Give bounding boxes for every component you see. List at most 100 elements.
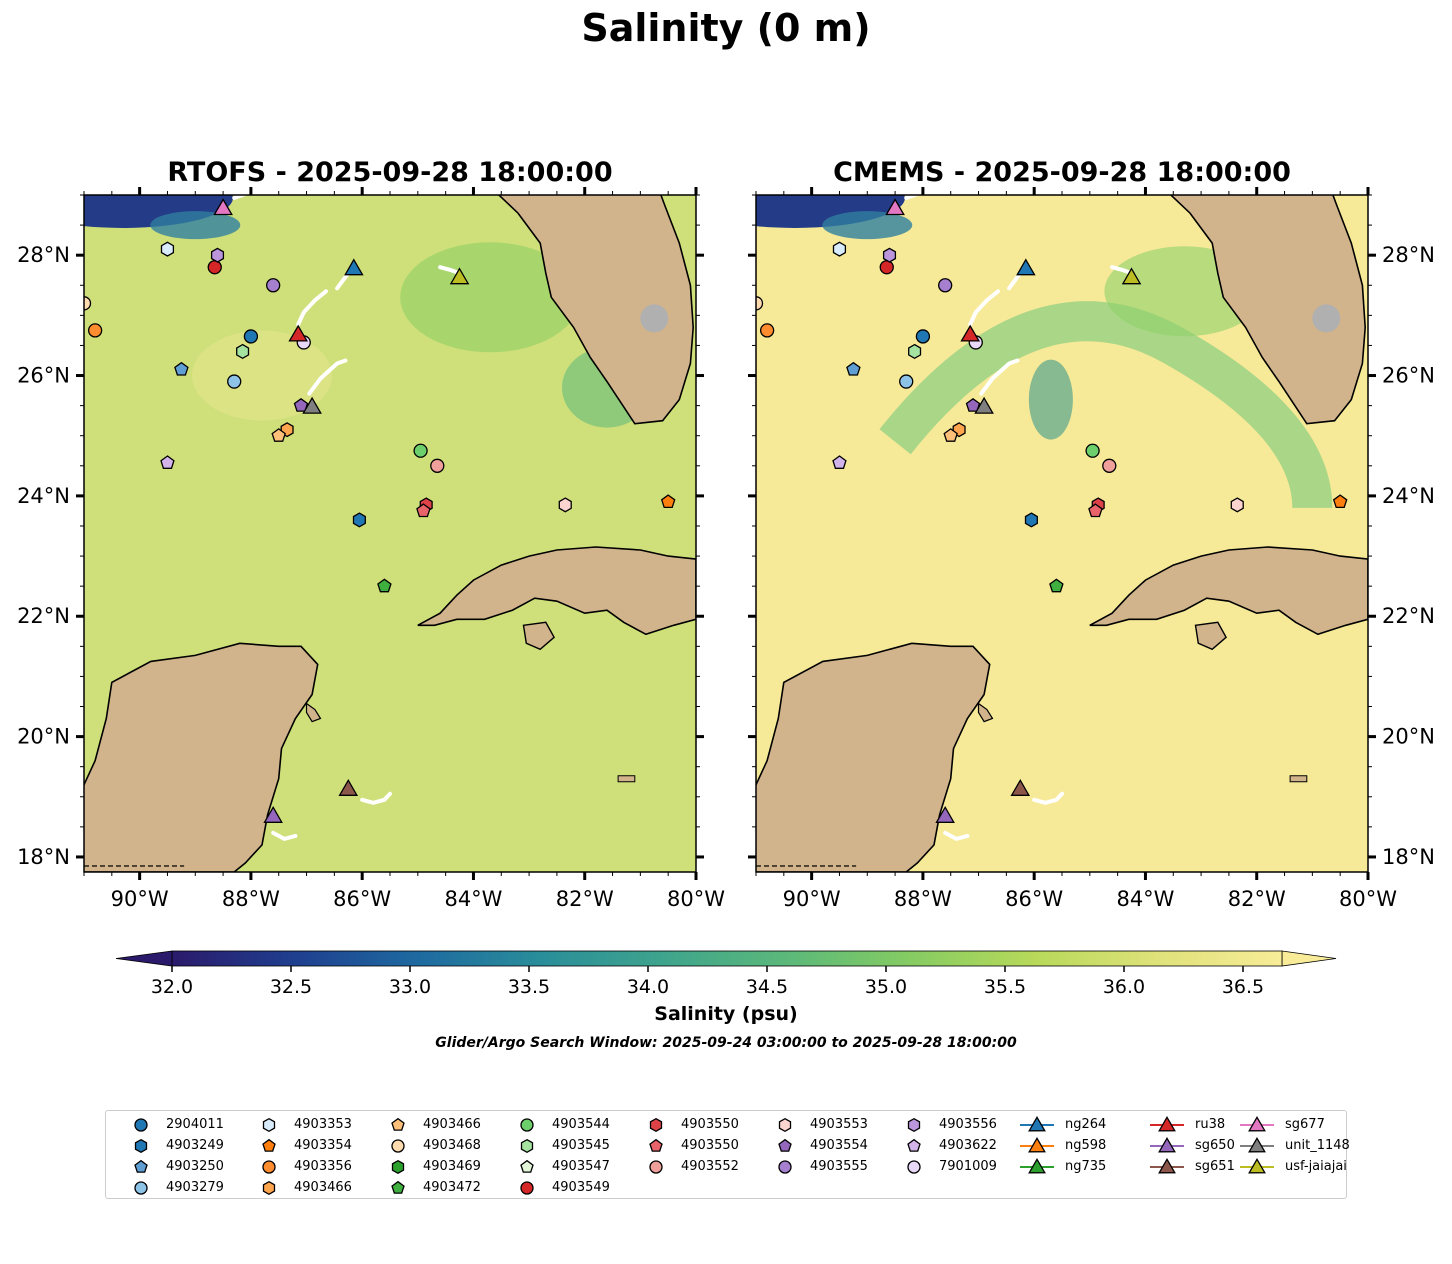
marker-4903250	[174, 361, 189, 376]
legend-marker	[649, 1160, 663, 1174]
legend-symbol	[391, 1117, 405, 1131]
lat-tick-label: 26°N	[1382, 364, 1435, 388]
marker-4903356	[87, 323, 103, 338]
glider-track	[232, 195, 249, 200]
lat-tick-label: 24°N	[1382, 484, 1435, 508]
marker-4903550	[1088, 503, 1103, 518]
legend-marker	[907, 1160, 921, 1174]
marker-4903553	[558, 497, 572, 513]
legend-symbol	[907, 1160, 921, 1174]
colorbar	[115, 950, 1337, 972]
legend-marker	[1020, 1158, 1054, 1174]
lat-tick-label: 28°N	[1382, 243, 1435, 267]
panel-title-rtofs: RTOFS - 2025-09-28 18:00:00	[167, 157, 613, 188]
legend-symbol	[649, 1160, 663, 1174]
lon-tick-label: 84°W	[444, 887, 502, 911]
marker-ng264	[344, 258, 364, 276]
search-window-note: Glider/Argo Search Window: 2025-09-24 03…	[435, 1035, 1017, 1051]
legend-symbol	[1158, 1116, 1176, 1132]
legend-label: sg650	[1195, 1138, 1235, 1153]
glider-track	[1007, 271, 1023, 291]
marker-4903354	[660, 494, 676, 509]
legend-marker	[1240, 1116, 1274, 1132]
lon-tick-label: 88°W	[894, 887, 952, 911]
glider-track	[1110, 265, 1134, 276]
legend-symbol	[262, 1117, 276, 1133]
cuba-land	[1089, 546, 1368, 636]
legend-marker	[1150, 1158, 1184, 1174]
legend-symbol	[907, 1117, 921, 1133]
legend-marker	[134, 1181, 148, 1195]
marker-4903466	[271, 428, 286, 442]
legend-label: sg651	[1195, 1159, 1235, 1174]
legend-marker	[520, 1118, 534, 1132]
cuba-land	[417, 546, 696, 636]
legend-label: 4903469	[423, 1159, 481, 1174]
lat-tick-label: 18°N	[1382, 845, 1435, 869]
map-panels: 90°W 88°W 86°W 84°W 82°W 80°W 28°N 26°N 24°N 22°N…	[17, 187, 1435, 911]
legend-label: 4903555	[810, 1159, 868, 1174]
marker-4903550	[416, 503, 431, 518]
legend-symbol	[262, 1138, 276, 1152]
glider-track	[360, 791, 392, 805]
legend-label: sg677	[1285, 1117, 1325, 1132]
legend-marker	[649, 1117, 663, 1133]
legend-marker	[520, 1181, 534, 1195]
legend-symbol	[1028, 1158, 1046, 1174]
legend-symbol	[649, 1138, 663, 1152]
map-panel-rtofs	[84, 195, 696, 872]
marker-4903552	[430, 458, 445, 473]
legend-label: 4903550	[681, 1117, 739, 1132]
glider-track	[904, 195, 921, 200]
marker-4903250	[846, 361, 861, 376]
marker-4903554	[965, 397, 981, 412]
legend-symbol	[262, 1160, 276, 1174]
lat-tick-label: 18°N	[17, 845, 70, 869]
legend-label: 4903468	[423, 1138, 481, 1153]
legend-label: 4903249	[166, 1138, 224, 1153]
marker-sg650	[263, 805, 283, 823]
legend-marker	[262, 1117, 276, 1133]
glider-track	[296, 289, 328, 327]
marker-sg677	[885, 198, 905, 216]
marker-4903356	[759, 323, 775, 338]
legend-symbol	[520, 1159, 534, 1173]
lon-tick-label: 90°W	[111, 887, 169, 911]
legend-label: 4903466	[423, 1117, 481, 1132]
legend-label: 4903544	[552, 1117, 610, 1132]
lake-okeechobee	[640, 304, 669, 333]
lon-tick-label: 80°W	[667, 887, 725, 911]
legend-label: 4903353	[294, 1117, 352, 1132]
marker-4903545	[908, 343, 922, 360]
colorbar-bar	[171, 950, 1283, 967]
colorbar-tick-label: 34.5	[745, 976, 789, 998]
marker-ru38	[288, 324, 309, 342]
marker-4903556	[210, 247, 225, 263]
lake-okeechobee	[1312, 304, 1341, 333]
yucatan-land	[756, 642, 991, 872]
isla-juventud-land	[1194, 621, 1227, 651]
marker-4903468	[84, 296, 92, 311]
legend-label: 4903279	[166, 1180, 224, 1195]
lat-tick-label: 20°N	[17, 725, 70, 749]
legend-label: usf-jaiajai	[1285, 1159, 1347, 1174]
legend-symbol	[1158, 1137, 1176, 1153]
colorbar-tick-label: 36.0	[1102, 976, 1146, 998]
legend-marker	[134, 1118, 148, 1132]
legend-marker	[649, 1138, 663, 1152]
cozumel-land	[305, 702, 322, 723]
legend-marker	[262, 1138, 276, 1152]
legend-symbol	[520, 1118, 534, 1132]
marker-4903279	[899, 374, 914, 389]
lon-tick-label: 90°W	[783, 887, 841, 911]
legend-symbol	[778, 1160, 792, 1174]
legend-marker	[391, 1159, 405, 1175]
marker-4903622	[160, 455, 175, 469]
loop-current-band	[879, 301, 1333, 509]
colorbar-label: Salinity (psu)	[654, 1003, 798, 1025]
marker-4903544	[413, 443, 428, 458]
legend-marker	[778, 1160, 792, 1174]
legend-symbol	[391, 1180, 405, 1194]
glider-track	[943, 830, 970, 842]
legend-symbol	[134, 1159, 148, 1173]
